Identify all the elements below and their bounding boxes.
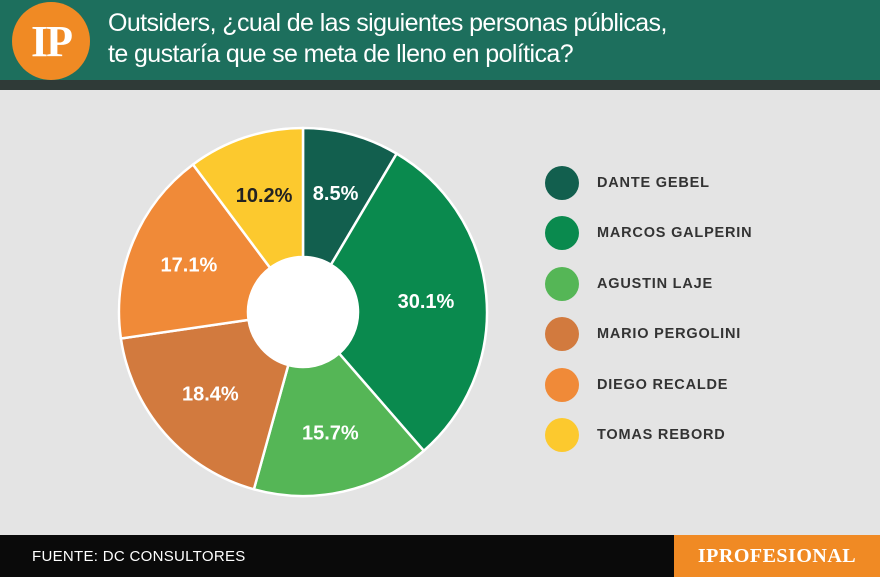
slice-value-label: 30.1% — [398, 291, 455, 313]
chart-legend: DANTE GEBEL MARCOS GALPERIN AGUSTIN LAJE… — [545, 166, 752, 468]
legend-label: DANTE GEBEL — [597, 175, 710, 191]
donut-chart: 8.5% 30.1% 15.7% 18.4% 17.1% 10.2% — [117, 126, 489, 498]
chart-title-line-2: te gustaría que se meta de lleno en polí… — [108, 40, 574, 68]
slice-value-label: 18.4% — [182, 384, 239, 406]
iprofesional-logo: IP — [12, 2, 90, 80]
slice-value-label: 15.7% — [302, 422, 359, 444]
chart-title: Outsiders, ¿cual de las siguientes perso… — [108, 8, 868, 70]
legend-swatch — [545, 266, 579, 301]
slice-value-label: 17.1% — [161, 255, 218, 277]
header-bar — [0, 0, 880, 80]
legend-label: AGUSTIN LAJE — [597, 275, 713, 292]
legend-item: DANTE GEBEL — [545, 166, 752, 200]
slice-value-label: 8.5% — [313, 183, 359, 205]
legend-label: MARIO PERGOLINI — [597, 326, 742, 343]
source-note: FUENTE: DC CONSULTORES — [32, 548, 246, 565]
slice-value-label: 10.2% — [236, 185, 293, 207]
legend-item: DIEGO RECALDE — [545, 367, 752, 402]
donut-slice-marcos-galperin — [329, 152, 489, 453]
legend-label: DIEGO RECALDE — [597, 376, 729, 393]
chart-title-line-1: Outsiders, ¿cual de las siguientes perso… — [108, 9, 667, 37]
legend-swatch — [545, 166, 579, 200]
legend-swatch — [545, 367, 579, 402]
header-divider — [0, 80, 880, 90]
brand-wordmark: IPROFESIONAL — [674, 535, 880, 577]
legend-label: MARCOS GALPERIN — [597, 225, 753, 242]
donut-hole — [248, 257, 358, 367]
legend-swatch — [545, 317, 579, 352]
legend-label: TOMAS REBORD — [597, 426, 726, 443]
legend-swatch — [545, 216, 579, 251]
legend-item: AGUSTIN LAJE — [545, 266, 752, 301]
legend-swatch — [545, 417, 579, 452]
donut-slice-mario-pergolini — [119, 318, 290, 491]
footer-bar: FUENTE: DC CONSULTORES IPROFESIONAL — [0, 535, 880, 577]
legend-item: MARIO PERGOLINI — [545, 317, 752, 352]
legend-item: MARCOS GALPERIN — [545, 216, 753, 251]
legend-item: TOMAS REBORD — [545, 417, 752, 452]
